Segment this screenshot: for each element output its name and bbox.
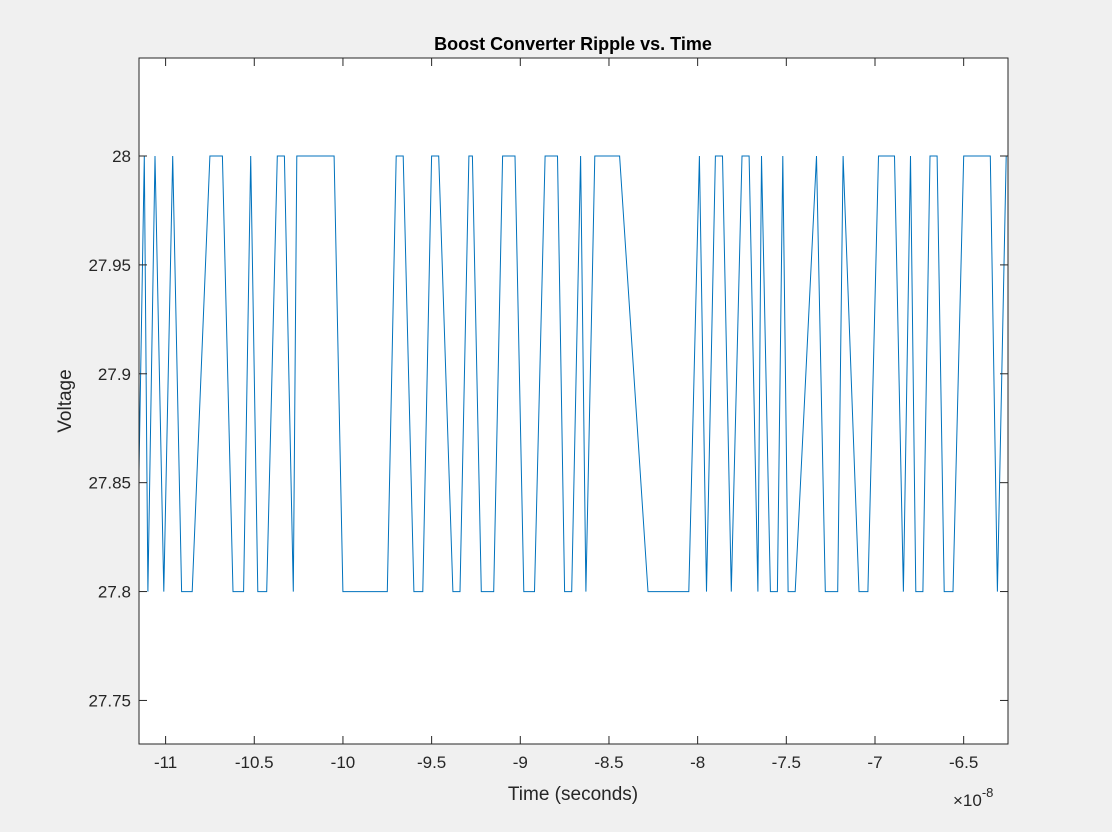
y-tick-label: 28 xyxy=(112,147,131,166)
x-tick-label: -9.5 xyxy=(417,753,446,772)
y-tick-label: 27.8 xyxy=(98,583,131,602)
x-tick-label: -9 xyxy=(513,753,528,772)
series-line-0 xyxy=(138,155,1008,593)
x-tick-label: -7 xyxy=(867,753,882,772)
x-exponent-power: -8 xyxy=(982,785,994,800)
x-tick-label: -7.5 xyxy=(772,753,801,772)
chart-title: Boost Converter Ripple vs. Time xyxy=(434,34,712,54)
x-ticks: -11 -10.5 -10 -9.5 -9 -8.5 -8 -7.5 -7 -6.5 xyxy=(154,58,978,772)
x-axis-exponent: ×10-8 xyxy=(953,785,993,810)
x-tick-label: -10 xyxy=(331,753,356,772)
y-axis-label: Voltage xyxy=(55,369,76,432)
series-layer xyxy=(138,155,1008,593)
y-tick-label: 27.85 xyxy=(88,474,131,493)
x-exponent-base: ×10 xyxy=(953,791,982,810)
x-tick-label: -8 xyxy=(690,753,705,772)
x-tick-label: -8.5 xyxy=(594,753,623,772)
x-tick-label: -11 xyxy=(154,753,177,772)
plot-area xyxy=(139,58,1008,744)
axes-box xyxy=(138,57,1009,745)
y-tick-label: 27.95 xyxy=(88,256,131,275)
y-tick-label: 27.9 xyxy=(98,365,131,384)
x-tick-label: -6.5 xyxy=(949,753,978,772)
x-tick-label: -10.5 xyxy=(235,753,274,772)
y-ticks: 27.75 27.8 27.85 27.9 27.95 28 xyxy=(88,147,1008,710)
y-tick-label: 27.75 xyxy=(88,691,131,710)
x-axis-label: Time (seconds) xyxy=(508,784,638,805)
